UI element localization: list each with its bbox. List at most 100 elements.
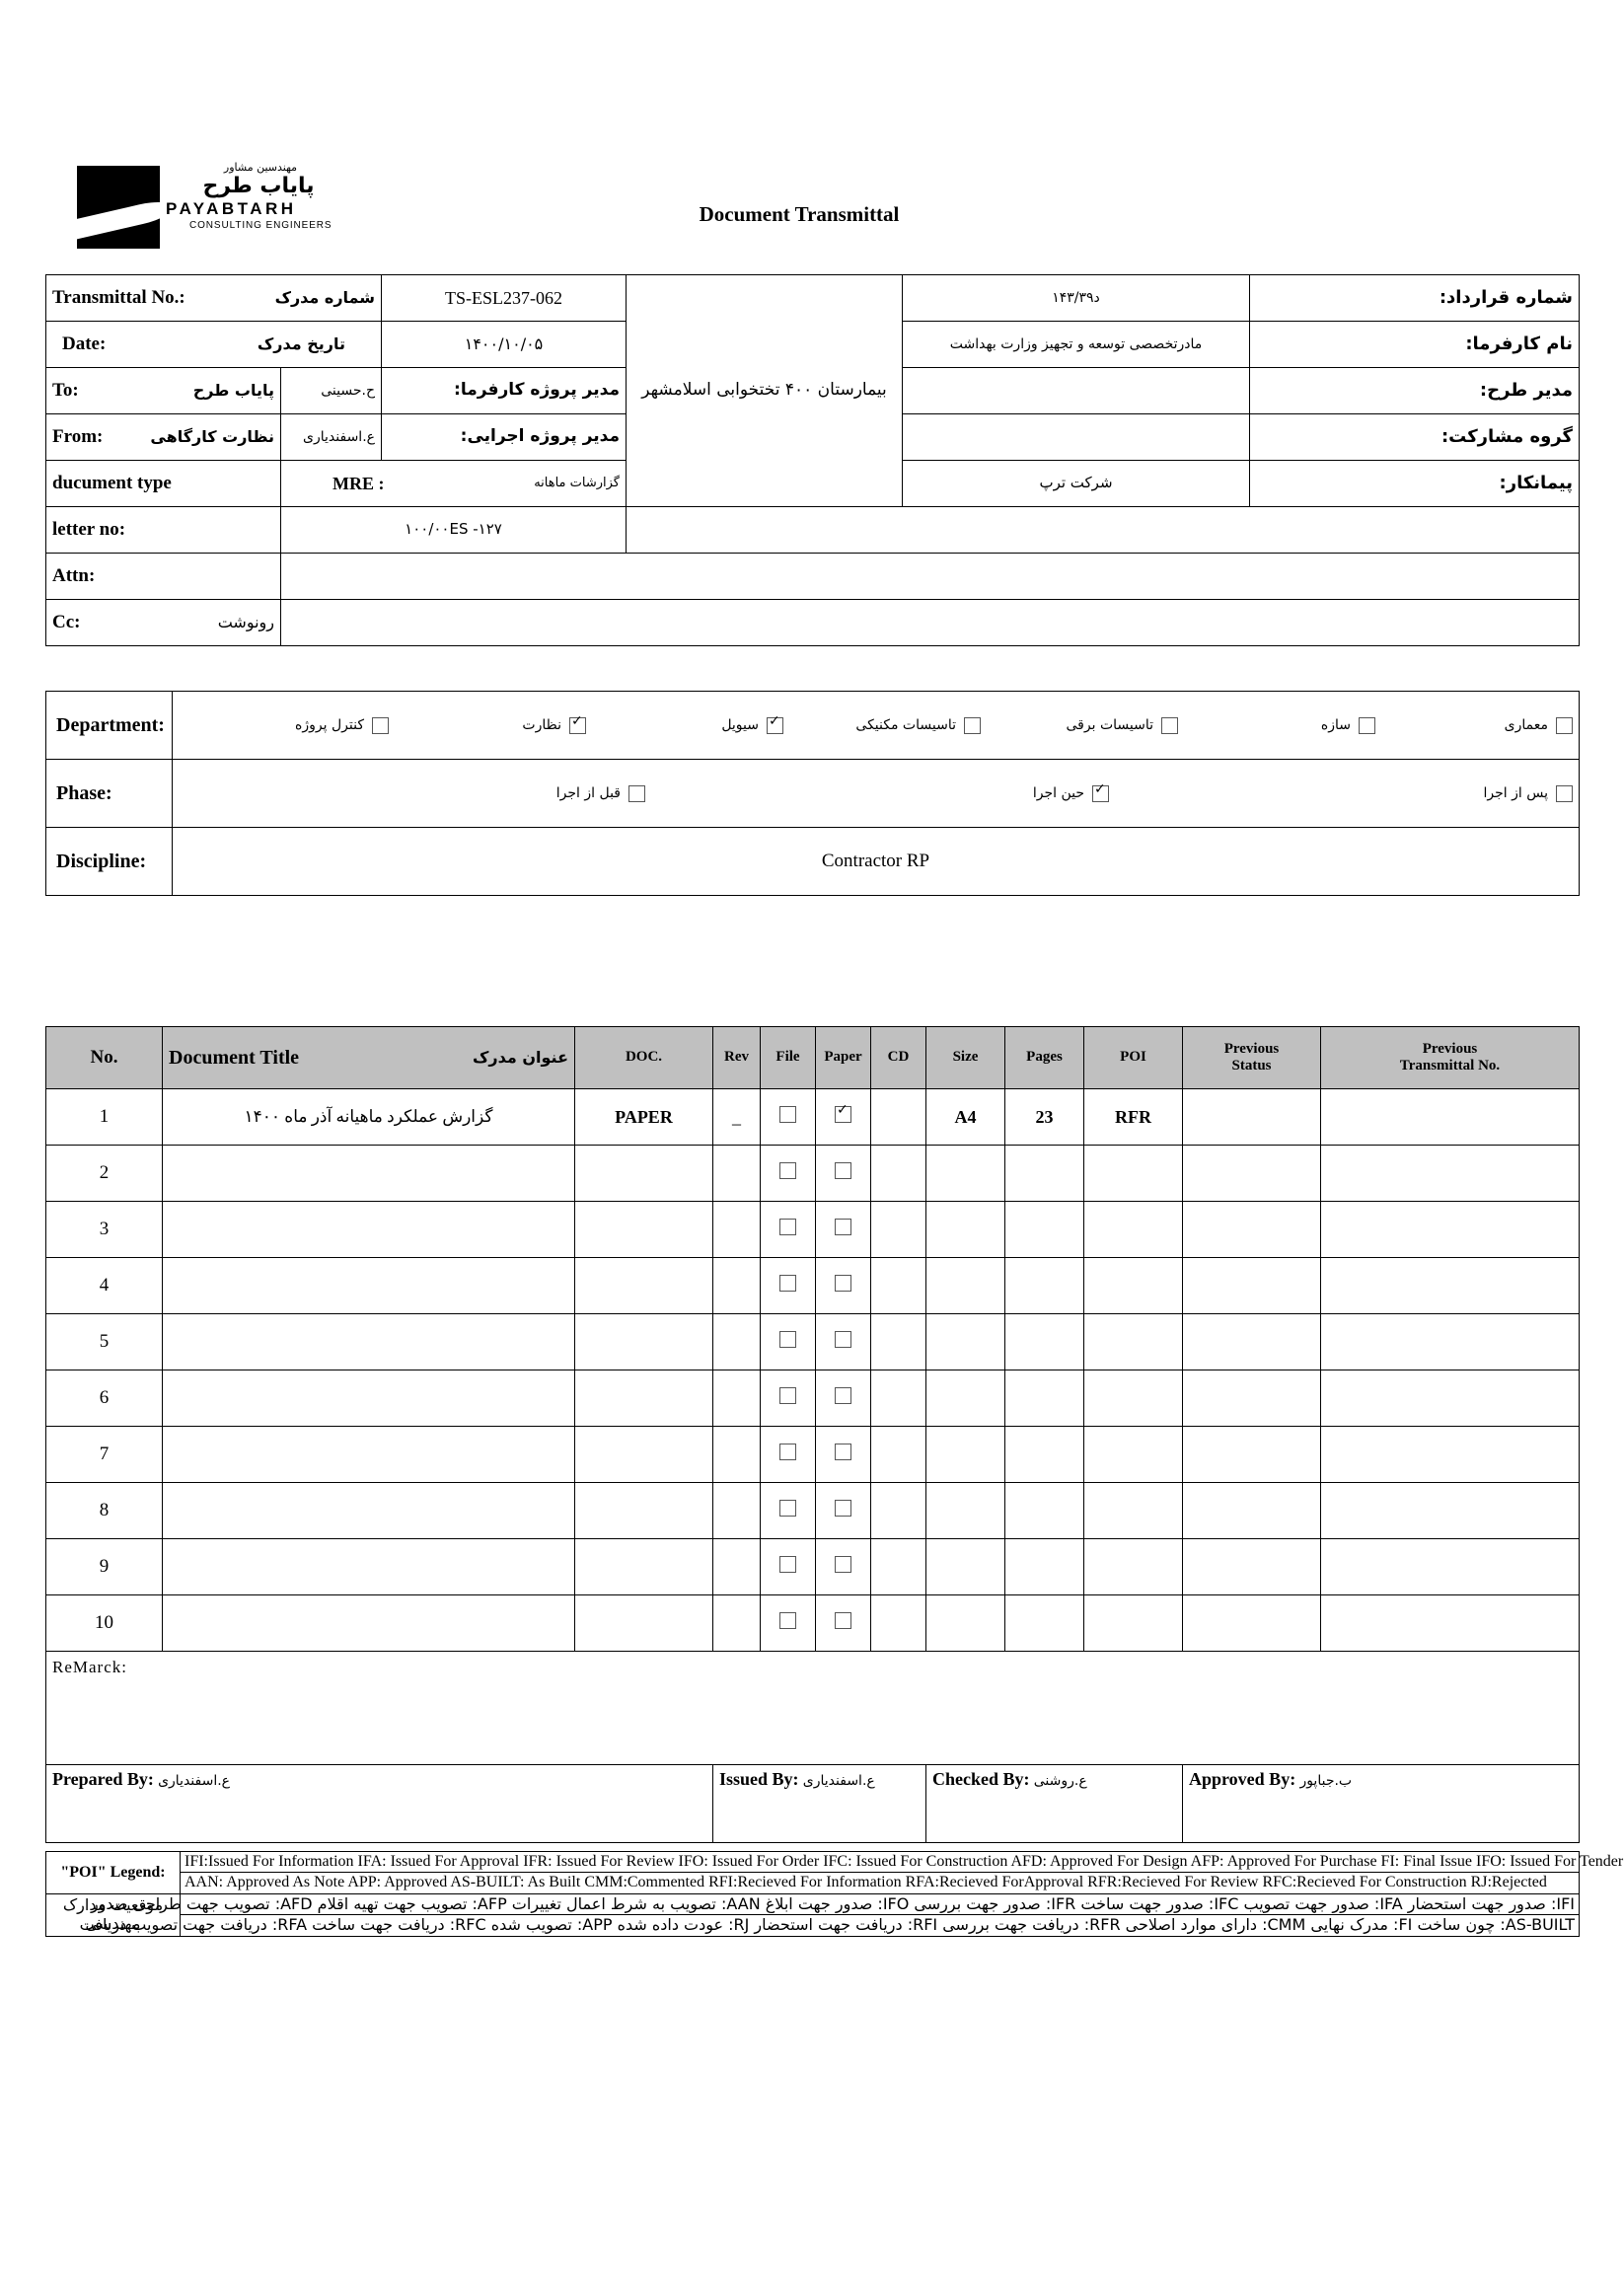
- checkbox-unchecked-icon[interactable]: [779, 1387, 796, 1405]
- cell-paper-checkbox[interactable]: [815, 1370, 871, 1427]
- checkbox-unchecked-icon[interactable]: [779, 1219, 796, 1236]
- checkbox-item-2[interactable]: تاسیسات برقی: [981, 716, 1178, 734]
- cell-file-checkbox[interactable]: [760, 1201, 816, 1258]
- checkbox-label: معماری: [1504, 716, 1548, 733]
- checkbox-unchecked-icon[interactable]: [779, 1275, 796, 1293]
- cell-cc-value: [280, 599, 1580, 646]
- legend-row-en-2: AAN: Approved As Note APP: Approved AS-B…: [46, 1872, 1580, 1894]
- checkbox-unchecked-icon[interactable]: [779, 1612, 796, 1630]
- cell-doc: [574, 1538, 713, 1595]
- cell-file-checkbox[interactable]: [760, 1257, 816, 1314]
- cc-label-en: Cc:: [52, 612, 81, 633]
- checkbox-unchecked-icon[interactable]: [835, 1612, 851, 1630]
- checkbox-checked-icon[interactable]: [1092, 782, 1109, 802]
- cell-paper-checkbox[interactable]: [815, 1594, 871, 1652]
- cell-file-checkbox[interactable]: [760, 1145, 816, 1202]
- cell-previous-transmittal-no: [1320, 1088, 1580, 1146]
- doc-table-header-row: No. Document Title عنوان مدرک DOC. Rev F…: [45, 1026, 1580, 1089]
- cell-paper-checkbox[interactable]: [815, 1313, 871, 1370]
- cell-file-checkbox[interactable]: [760, 1370, 816, 1427]
- checkbox-unchecked-icon[interactable]: [964, 716, 981, 734]
- cell-no: 4: [45, 1257, 163, 1314]
- checkbox-item-0[interactable]: پس از اجرا: [1109, 784, 1573, 802]
- cell-file-checkbox[interactable]: [760, 1482, 816, 1539]
- from-value-fa: نظارت کارگاهی: [150, 426, 274, 446]
- checkbox-checked-icon[interactable]: [835, 1103, 851, 1124]
- checkbox-unchecked-icon[interactable]: [779, 1500, 796, 1518]
- discipline-row: Discipline: Contractor RP: [45, 827, 1580, 896]
- cell-cc-label: Cc: رونوشت: [45, 599, 281, 646]
- cell-contractor-label: پیمانکار:: [1249, 460, 1580, 507]
- cell-previous-status: [1182, 1313, 1321, 1370]
- checkbox-item-4[interactable]: سیویل: [586, 714, 783, 734]
- table-row: 6: [45, 1370, 1580, 1427]
- cell-file-checkbox[interactable]: [760, 1594, 816, 1652]
- checkbox-item-0[interactable]: معماری: [1375, 716, 1573, 734]
- cell-poi: [1083, 1538, 1183, 1595]
- cell-paper-checkbox[interactable]: [815, 1145, 871, 1202]
- checkbox-unchecked-icon[interactable]: [779, 1162, 796, 1180]
- checkbox-unchecked-icon[interactable]: [1359, 716, 1375, 734]
- cell-pages: [1004, 1426, 1084, 1483]
- cell-no: 2: [45, 1145, 163, 1202]
- cell-no: 8: [45, 1482, 163, 1539]
- cell-document-title: [162, 1313, 575, 1370]
- signature-checked-by: Checked By: ع.روشنی: [925, 1764, 1183, 1843]
- cell-file-checkbox[interactable]: [760, 1538, 816, 1595]
- cell-file-checkbox[interactable]: [760, 1088, 816, 1146]
- cell-paper-checkbox[interactable]: [815, 1088, 871, 1146]
- th-previous-transmittal-line2: Transmittal No.: [1399, 1058, 1501, 1074]
- header-row-attn: Attn:: [45, 553, 1580, 600]
- checkbox-unchecked-icon[interactable]: [1556, 784, 1573, 802]
- legend-line-2: AAN: Approved As Note APP: Approved AS-B…: [180, 1872, 1580, 1894]
- checkbox-unchecked-icon[interactable]: [779, 1444, 796, 1461]
- checkbox-unchecked-icon[interactable]: [835, 1331, 851, 1349]
- checkbox-item-1[interactable]: سازه: [1178, 716, 1375, 734]
- cell-paper-checkbox[interactable]: [815, 1482, 871, 1539]
- cell-no: 1: [45, 1088, 163, 1146]
- cell-poi: [1083, 1145, 1183, 1202]
- checkbox-item-1[interactable]: حین اجرا: [645, 782, 1109, 802]
- checkbox-unchecked-icon[interactable]: [835, 1162, 851, 1180]
- checkbox-unchecked-icon[interactable]: [835, 1219, 851, 1236]
- table-row: 2: [45, 1145, 1580, 1202]
- checkbox-unchecked-icon[interactable]: [835, 1387, 851, 1405]
- checkbox-unchecked-icon[interactable]: [1556, 716, 1573, 734]
- checkbox-item-3[interactable]: تاسیسات مکنیکی: [783, 716, 981, 734]
- classification-table: Department: معماری سازه تاسیسات برقی تاسیسا…: [45, 691, 1580, 896]
- cell-poi: RFR: [1083, 1088, 1183, 1146]
- th-cd: CD: [870, 1026, 926, 1089]
- checkbox-checked-icon[interactable]: [569, 714, 586, 734]
- cell-doc: [574, 1594, 713, 1652]
- document-type-code: MRE :: [332, 473, 385, 493]
- cell-paper-checkbox[interactable]: [815, 1201, 871, 1258]
- cell-paper-checkbox[interactable]: [815, 1538, 871, 1595]
- th-pages: Pages: [1004, 1026, 1084, 1089]
- checkbox-unchecked-icon[interactable]: [628, 784, 645, 802]
- cell-file-checkbox[interactable]: [760, 1426, 816, 1483]
- checkbox-unchecked-icon[interactable]: [779, 1556, 796, 1574]
- checkbox-unchecked-icon[interactable]: [779, 1331, 796, 1349]
- company-logo: مهندسین مشاور پایاب طرح PAYABTARH CONSUL…: [77, 162, 333, 260]
- cell-to-role: مدیر پروژه کارفرما:: [381, 367, 627, 414]
- checkbox-unchecked-icon[interactable]: [835, 1500, 851, 1518]
- checkbox-item-6[interactable]: کنترل پروژه: [191, 716, 389, 734]
- checkbox-unchecked-icon[interactable]: [779, 1106, 796, 1124]
- cell-file-checkbox[interactable]: [760, 1313, 816, 1370]
- checkbox-unchecked-icon[interactable]: [835, 1444, 851, 1461]
- checkbox-unchecked-icon[interactable]: [835, 1275, 851, 1293]
- checkbox-unchecked-icon[interactable]: [835, 1556, 851, 1574]
- checkbox-unchecked-icon[interactable]: [372, 716, 389, 734]
- checkbox-unchecked-icon[interactable]: [1161, 716, 1178, 734]
- cell-partnership-group-label: گروه مشارکت:: [1249, 413, 1580, 461]
- checkbox-item-5[interactable]: نظارت: [389, 714, 586, 734]
- cell-cd: [870, 1145, 926, 1202]
- cell-paper-checkbox[interactable]: [815, 1257, 871, 1314]
- cell-previous-transmittal-no: [1320, 1313, 1580, 1370]
- cell-paper-checkbox[interactable]: [815, 1426, 871, 1483]
- checkbox-item-2[interactable]: قبل از اجرا: [182, 784, 645, 802]
- cell-poi: [1083, 1426, 1183, 1483]
- checkbox-checked-icon[interactable]: [767, 714, 783, 734]
- cell-partnership-group-value: [902, 413, 1250, 461]
- cell-no: 5: [45, 1313, 163, 1370]
